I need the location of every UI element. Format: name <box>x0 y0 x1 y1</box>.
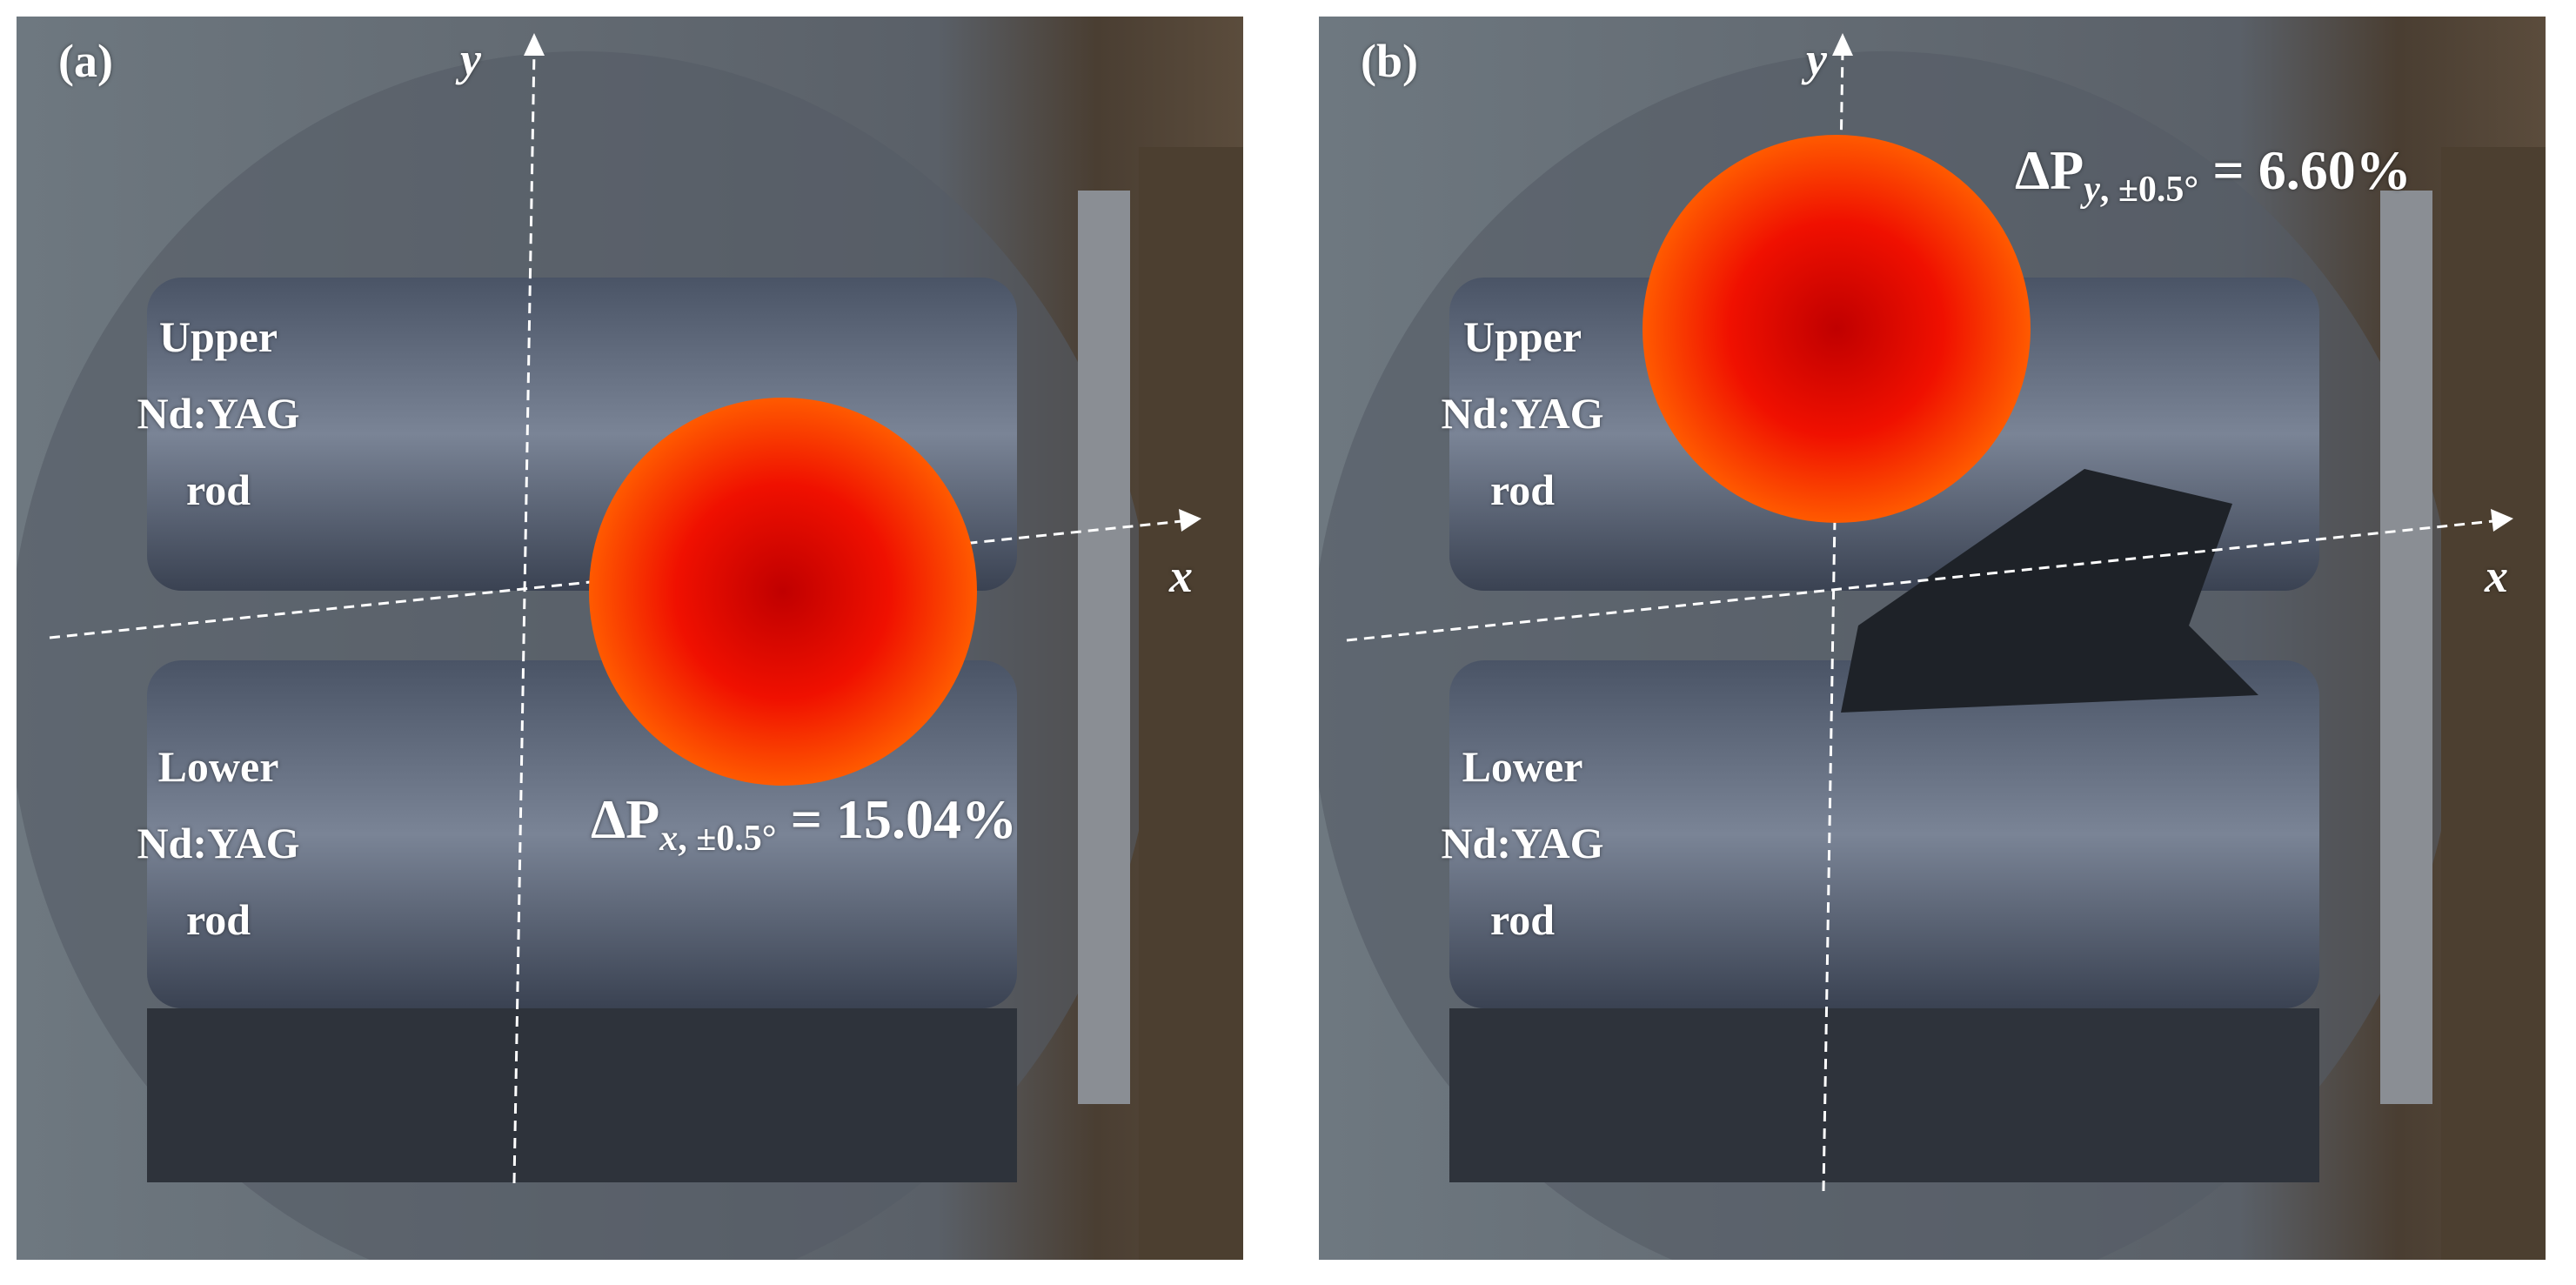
y-axis-label: y <box>460 33 481 85</box>
y-axis-arrow <box>524 33 545 56</box>
photo-background <box>17 17 1243 1260</box>
panel-a: (a) y x Upper Nd:YAG rod Lower Nd:YAG rod ΔP… <box>17 17 1243 1260</box>
y-axis-line <box>512 50 536 1184</box>
x-axis-arrow <box>1179 509 1201 532</box>
power-change-label: ΔPx, ±0.5° = 15.04% <box>591 788 1018 859</box>
laser-spot <box>589 398 977 786</box>
y-axis-arrow <box>1832 33 1853 56</box>
panel-b: (b) y x Upper Nd:YAG rod Lower Nd:YAG rod ΔP… <box>1319 17 2546 1260</box>
upper-rod-label: Upper Nd:YAG rod <box>1441 312 1604 514</box>
lower-rod-label: Lower Nd:YAG rod <box>1441 742 1604 944</box>
x-axis-line <box>1346 519 2494 642</box>
laser-spot <box>1643 135 2031 523</box>
x-axis-arrow <box>2491 509 2513 532</box>
panel-label: (a) <box>58 35 113 87</box>
panel-label: (b) <box>1361 35 1418 87</box>
upper-rod-label: Upper Nd:YAG rod <box>137 312 300 514</box>
lower-rod-label: Lower Nd:YAG rod <box>137 742 300 944</box>
power-change-label: ΔPy, ±0.5° = 6.60% <box>2015 139 2412 210</box>
x-axis-label: x <box>1169 550 1193 602</box>
x-axis-line <box>49 519 1183 639</box>
photo-background <box>1319 17 2546 1260</box>
x-axis-label: x <box>2485 550 2508 602</box>
y-axis-label: y <box>1806 33 1827 85</box>
